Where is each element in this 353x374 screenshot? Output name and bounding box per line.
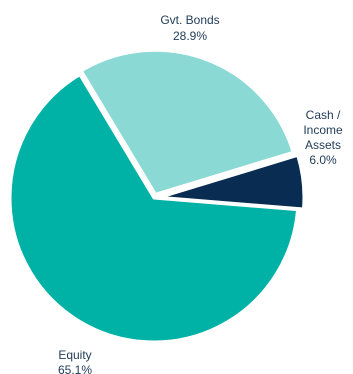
pie-slices xyxy=(8,48,306,344)
slice-label-cash-line-2: Income xyxy=(303,123,343,137)
slice-value-equity: 65.1% xyxy=(58,363,92,374)
slice-value-cash: 6.0% xyxy=(309,153,337,167)
slice-label-cash-line-3: Assets xyxy=(305,138,341,152)
slice-value-gvt-bonds: 28.9% xyxy=(173,29,207,43)
slice-label-cash-line-1: Cash / xyxy=(306,108,341,122)
pie-slice-equity xyxy=(8,73,300,344)
slice-label-gvt-bonds: Gvt. Bonds xyxy=(160,13,219,27)
pie-slice-cash-income-assets xyxy=(158,153,306,211)
pie-slice-gvt-bonds xyxy=(79,48,295,196)
slice-label-equity: Equity xyxy=(58,348,91,362)
